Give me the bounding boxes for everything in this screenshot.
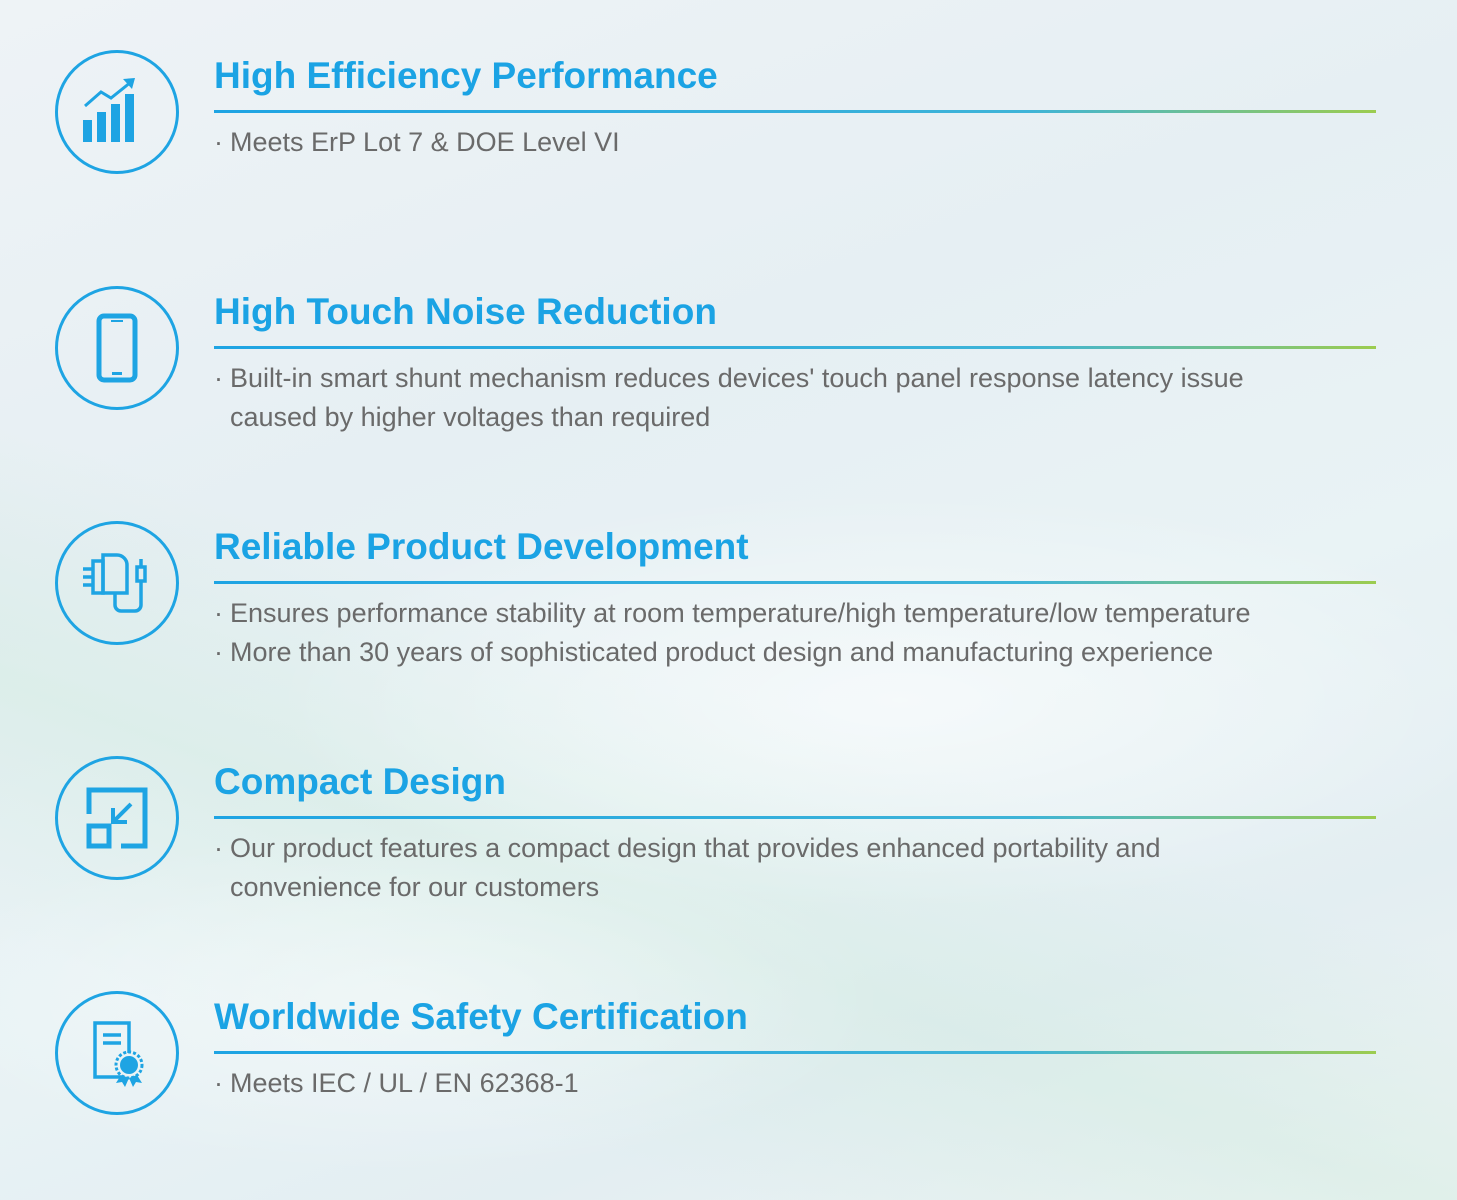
description-line: caused by higher voltages than required: [230, 402, 711, 432]
description-line: convenience for our customers: [230, 872, 600, 902]
description-line: Meets ErP Lot 7 & DOE Level VI: [230, 127, 620, 157]
divider: [214, 1051, 1376, 1054]
feature-description: · Our product features a compact design t…: [214, 829, 1161, 907]
feature-safety-certification: Worldwide Safety Certification · Meets IE…: [0, 991, 1457, 1121]
feature-compact-design: Compact Design · Our product features a c…: [0, 756, 1457, 902]
compact-resize-icon: [55, 756, 179, 880]
feature-reliable-development: Reliable Product Development · Ensures pe…: [0, 521, 1457, 667]
description-line: Built-in smart shunt mechanism reduces d…: [230, 363, 1244, 393]
description-line: More than 30 years of sophisticated prod…: [230, 637, 1214, 667]
feature-title: Reliable Product Development: [214, 526, 749, 567]
feature-high-efficiency: High Efficiency Performance · Meets ErP L…: [0, 50, 1457, 180]
feature-description: · Meets IEC / UL / EN 62368-1: [214, 1064, 579, 1103]
description-line: Ensures performance stability at room te…: [230, 598, 1251, 628]
bullet: ·: [214, 833, 223, 863]
bar-chart-growth-icon: [55, 50, 179, 174]
divider: [214, 581, 1376, 584]
description-line: Our product features a compact design th…: [230, 833, 1161, 863]
bullet: ·: [214, 363, 223, 393]
feature-title: High Efficiency Performance: [214, 55, 718, 96]
divider: [214, 110, 1376, 113]
charger-adapter-icon: [55, 521, 179, 645]
feature-touch-noise: High Touch Noise Reduction · Built-in sma…: [0, 286, 1457, 432]
divider: [214, 346, 1376, 349]
bullet: ·: [214, 598, 223, 628]
feature-title: Compact Design: [214, 761, 506, 802]
feature-title: Worldwide Safety Certification: [214, 996, 748, 1037]
feature-description: · Meets ErP Lot 7 & DOE Level VI: [214, 123, 620, 162]
bullet: ·: [214, 1068, 223, 1098]
smartphone-icon: [55, 286, 179, 410]
feature-description: · Built-in smart shunt mechanism reduces …: [214, 359, 1244, 437]
bullet: ·: [214, 637, 223, 667]
feature-title: High Touch Noise Reduction: [214, 291, 717, 332]
divider: [214, 816, 1376, 819]
certificate-icon: [55, 991, 179, 1115]
feature-description: · Ensures performance stability at room t…: [214, 594, 1250, 672]
bullet: ·: [214, 127, 223, 157]
description-line: Meets IEC / UL / EN 62368-1: [230, 1068, 579, 1098]
